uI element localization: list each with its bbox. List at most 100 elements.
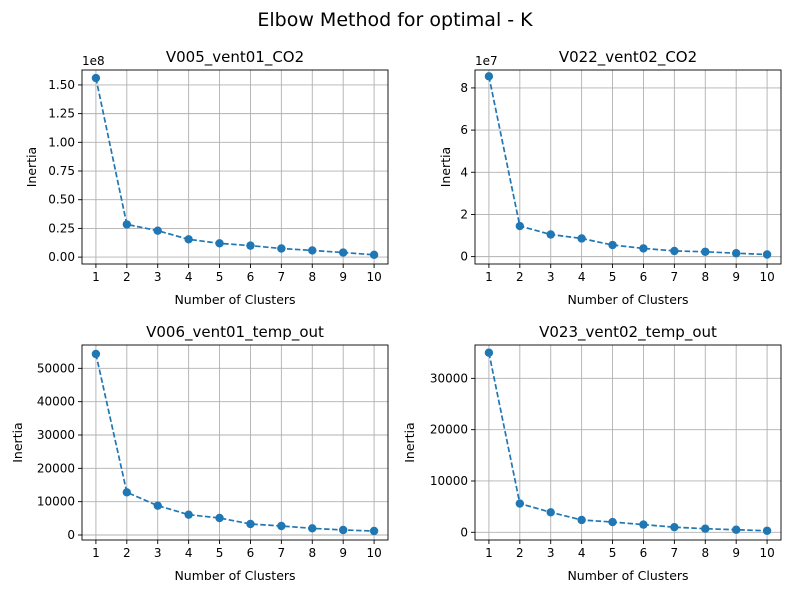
data-point	[608, 517, 617, 527]
x-tick-label: 6	[247, 270, 255, 284]
y-tick-label: 1.00	[48, 135, 75, 149]
y-tick-label: 0.00	[48, 250, 75, 264]
y-tick-label: 4	[460, 165, 468, 179]
subplot-title: V023_vent02_temp_out	[539, 323, 717, 342]
data-point	[153, 226, 162, 235]
data-point	[369, 250, 379, 260]
axis-offset-text: 1e7	[475, 54, 498, 68]
subplot-4: 1 2 3 4 5 6 7 8 9 10 0 10000 20000 30000 V023_vent02_t…	[402, 323, 782, 583]
y-tick-label: 0.25	[48, 221, 75, 235]
y-tick-label: 2	[460, 207, 468, 221]
data-point	[122, 220, 132, 229]
data-point	[546, 508, 555, 517]
subplots-container: 1 2 3 4 5 6 7 8 9 100.000.250.500.751.001.251.501…	[10, 48, 782, 583]
x-axis-label: Number of Clusters	[174, 292, 295, 307]
y-tick-label: 30000	[37, 428, 75, 442]
x-tick-label: 6	[640, 546, 648, 560]
x-axis-label: Number of Clusters	[567, 568, 688, 583]
subplot-2: 1 2 3 4 5 6 7 8 9 10 0 2 4 6 8 1e7 V022_vent02_CO2 Number…	[438, 48, 782, 307]
data-point	[731, 525, 741, 534]
data-point	[484, 72, 494, 81]
x-tick-label: 3	[154, 270, 162, 284]
x-tick-label: 3	[547, 546, 555, 560]
axes-frame	[474, 344, 782, 541]
axes-frame	[81, 69, 389, 265]
subplot-title: V022_vent02_CO2	[559, 48, 697, 67]
x-tick-label: 1	[485, 546, 493, 560]
series-line	[95, 77, 375, 256]
data-point	[277, 244, 286, 253]
data-point	[215, 513, 224, 523]
x-tick-label: 10	[366, 270, 381, 284]
x-tick-label: 2	[516, 546, 524, 560]
x-tick-label: 10	[759, 270, 774, 284]
x-tick-label: 7	[278, 270, 286, 284]
x-tick-label: 2	[123, 270, 131, 284]
axis-offset-text: 1e8	[82, 54, 105, 68]
x-axis-label: Number of Clusters	[174, 568, 295, 583]
x-tick-label: 8	[308, 546, 316, 560]
x-tick-label: 1	[485, 270, 493, 284]
x-tick-label: 2	[516, 270, 524, 284]
data-point	[184, 235, 193, 244]
series-line	[488, 352, 768, 532]
y-tick-label: 50000	[37, 361, 75, 375]
data-point	[639, 244, 648, 253]
y-axis-label: Inertia	[438, 147, 453, 187]
subplot-1: 1 2 3 4 5 6 7 8 9 10 0.00 0.25 0.50 0.75 1.00 1.25 1.50 1…	[24, 48, 389, 307]
x-tick-label: 10	[366, 546, 381, 560]
data-point	[762, 250, 772, 259]
data-point	[670, 522, 679, 532]
data-point	[608, 240, 617, 250]
data-point	[484, 348, 494, 357]
y-tick-label: 8	[460, 81, 468, 95]
x-tick-label: 4	[578, 546, 586, 560]
x-tick-label: 1	[92, 270, 100, 284]
subplot-title: V005_vent01_CO2	[166, 48, 304, 67]
y-tick-label: 6	[460, 123, 468, 137]
x-tick-label: 8	[308, 270, 316, 284]
x-tick-label: 9	[339, 270, 347, 284]
subplot-title: V006_vent01_temp_out	[146, 323, 324, 342]
x-tick-label: 6	[247, 546, 255, 560]
x-tick-label: 7	[671, 546, 679, 560]
data-point	[639, 520, 648, 529]
x-tick-label: 5	[609, 270, 617, 284]
x-tick-label: 4	[185, 270, 193, 284]
x-tick-label: 8	[701, 270, 709, 284]
x-tick-label: 3	[547, 270, 555, 284]
y-axis-label: Inertia	[10, 422, 25, 462]
x-tick-label: 7	[278, 546, 286, 560]
y-tick-label: 0	[67, 528, 75, 542]
x-tick-label: 10	[759, 546, 774, 560]
data-point	[91, 73, 101, 83]
figure-suptitle: Elbow Method for optimal - K	[257, 9, 533, 31]
y-axis-label: Inertia	[402, 422, 417, 462]
x-tick-label: 7	[671, 270, 679, 284]
data-point	[153, 501, 162, 510]
axes-frame	[474, 69, 782, 265]
y-axis-label: Inertia	[24, 147, 39, 187]
series-line	[95, 353, 375, 532]
data-point	[246, 241, 255, 250]
data-point	[246, 519, 255, 529]
data-point	[91, 349, 101, 359]
data-point	[731, 249, 741, 258]
y-tick-label: 0.75	[48, 164, 75, 178]
x-tick-label: 3	[154, 546, 162, 560]
x-tick-label: 9	[732, 546, 740, 560]
data-point	[670, 246, 679, 256]
data-point	[338, 248, 348, 257]
data-point	[577, 515, 586, 525]
x-tick-label: 1	[92, 546, 100, 560]
y-tick-label: 1.50	[48, 78, 75, 92]
x-tick-label: 5	[216, 270, 224, 284]
data-point	[701, 524, 710, 533]
axes-frame	[81, 344, 389, 541]
x-tick-label: 5	[216, 546, 224, 560]
y-tick-label: 0	[460, 525, 468, 539]
data-point	[515, 499, 525, 508]
data-point	[308, 524, 317, 533]
data-point	[277, 521, 286, 531]
